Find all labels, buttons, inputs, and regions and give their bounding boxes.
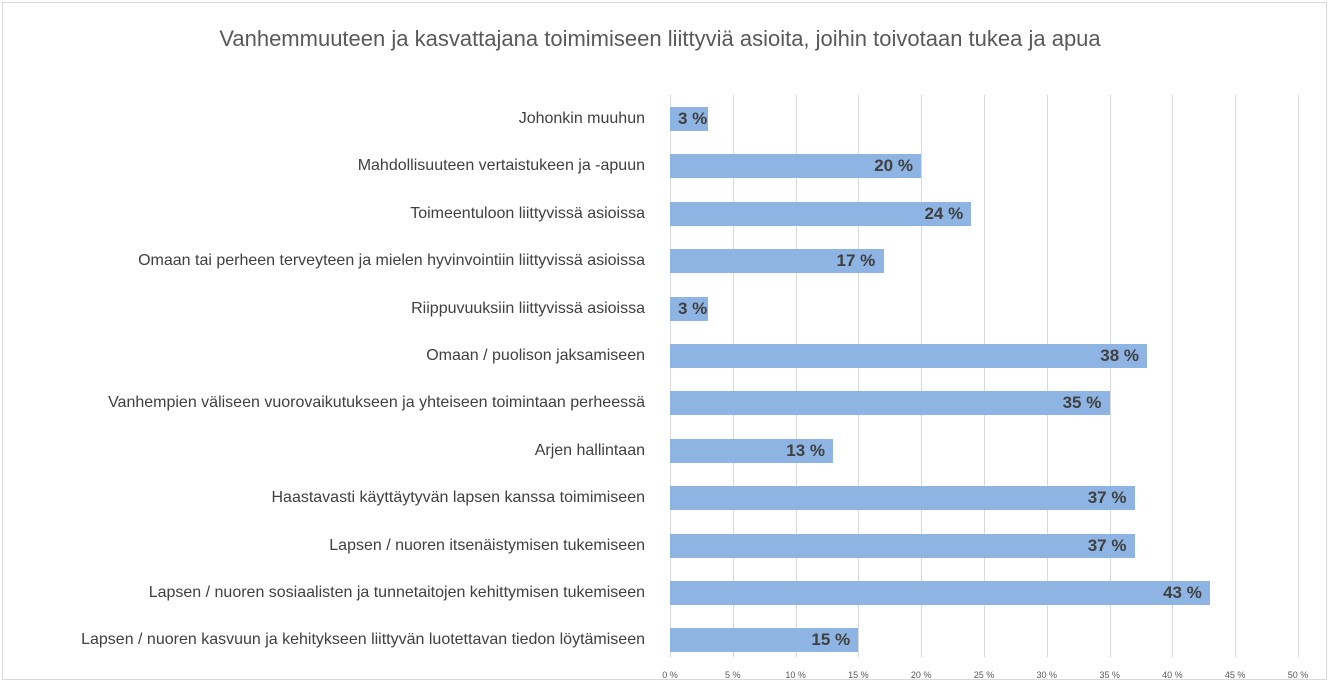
x-tick-label: 30 % bbox=[1036, 670, 1058, 680]
value-label: 35 % bbox=[1062, 393, 1102, 413]
x-tick-label: 10 % bbox=[785, 670, 806, 680]
grid-line bbox=[1109, 95, 1111, 657]
x-tick-label: 20 % bbox=[910, 670, 932, 680]
grid-line bbox=[795, 95, 797, 657]
value-label: 13 % bbox=[786, 440, 826, 460]
bar bbox=[670, 438, 834, 463]
grid-line bbox=[858, 95, 860, 657]
y-tick-label: Vanhempien väliseen vuorovaikutukseen ja… bbox=[108, 394, 645, 412]
y-tick-label: Mahdollisuuteen vertaistukeen ja -apuun bbox=[357, 157, 645, 175]
y-tick-label: Johonkin muuhun bbox=[518, 110, 645, 127]
grid-line bbox=[984, 95, 985, 657]
grid-line bbox=[921, 95, 923, 657]
y-tick-label: Omaan / puolison jaksamiseen bbox=[426, 347, 645, 364]
bar bbox=[670, 486, 1135, 511]
value-label: 24 % bbox=[924, 203, 964, 223]
x-tick-label: 45 % bbox=[1224, 670, 1246, 680]
y-tick-label: Lapsen / nuoren sosiaalisten ja tunnetai… bbox=[148, 584, 645, 601]
y-tick-label: Lapsen / nuoren itsenäistymisen tukemise… bbox=[329, 536, 645, 554]
x-tick-label: 50 % bbox=[1287, 670, 1309, 680]
grid-line bbox=[732, 95, 734, 657]
y-tick-label: Lapsen / nuoren kasvuun ja kehitykseen l… bbox=[81, 631, 645, 649]
value-label: 38 % bbox=[1100, 346, 1140, 365]
grid-line bbox=[1235, 95, 1237, 657]
bar bbox=[670, 296, 708, 321]
y-tick-label: Omaan tai perheen terveyteen ja mielen h… bbox=[138, 252, 645, 270]
value-label: 17 % bbox=[836, 251, 876, 271]
value-label: 43 % bbox=[1163, 583, 1202, 602]
value-label: 37 % bbox=[1087, 535, 1127, 555]
grid-line bbox=[670, 95, 671, 657]
x-tick-label: 40 % bbox=[1162, 670, 1183, 680]
x-tick-label: 15 % bbox=[848, 670, 869, 680]
bar bbox=[670, 581, 1211, 605]
bar bbox=[670, 391, 1110, 416]
bar bbox=[670, 344, 1148, 368]
bar bbox=[670, 533, 1135, 558]
bar bbox=[670, 249, 884, 274]
y-tick-label: Haastavasti käyttäytyvän lapsen kanssa t… bbox=[271, 489, 645, 507]
grid-line bbox=[1298, 95, 1299, 657]
value-label: 15 % bbox=[811, 630, 851, 650]
y-tick-label: Riippuvuuksiin liittyvissä asioissa bbox=[411, 299, 645, 317]
value-label: 37 % bbox=[1087, 488, 1127, 508]
bar bbox=[670, 201, 972, 226]
bar bbox=[670, 628, 859, 653]
value-label: 20 % bbox=[874, 156, 913, 176]
bar bbox=[670, 107, 708, 131]
grid-line bbox=[1046, 95, 1048, 657]
x-tick-label: 0 % bbox=[662, 670, 678, 680]
value-label: 3 % bbox=[678, 298, 708, 318]
x-tick-label: 5 % bbox=[725, 670, 741, 680]
grid-line bbox=[1172, 95, 1174, 657]
value-label: 3 % bbox=[678, 109, 708, 128]
x-tick-label: 25 % bbox=[973, 670, 995, 680]
y-tick-label: Arjen hallintaan bbox=[534, 441, 645, 459]
chart-title: Vanhemmuuteen ja kasvattajana toimimisee… bbox=[219, 26, 1101, 51]
x-tick-label: 35 % bbox=[1099, 670, 1120, 680]
y-tick-label: Toimeentuloon liittyvissä asioissa bbox=[410, 204, 645, 222]
bar bbox=[670, 154, 922, 179]
